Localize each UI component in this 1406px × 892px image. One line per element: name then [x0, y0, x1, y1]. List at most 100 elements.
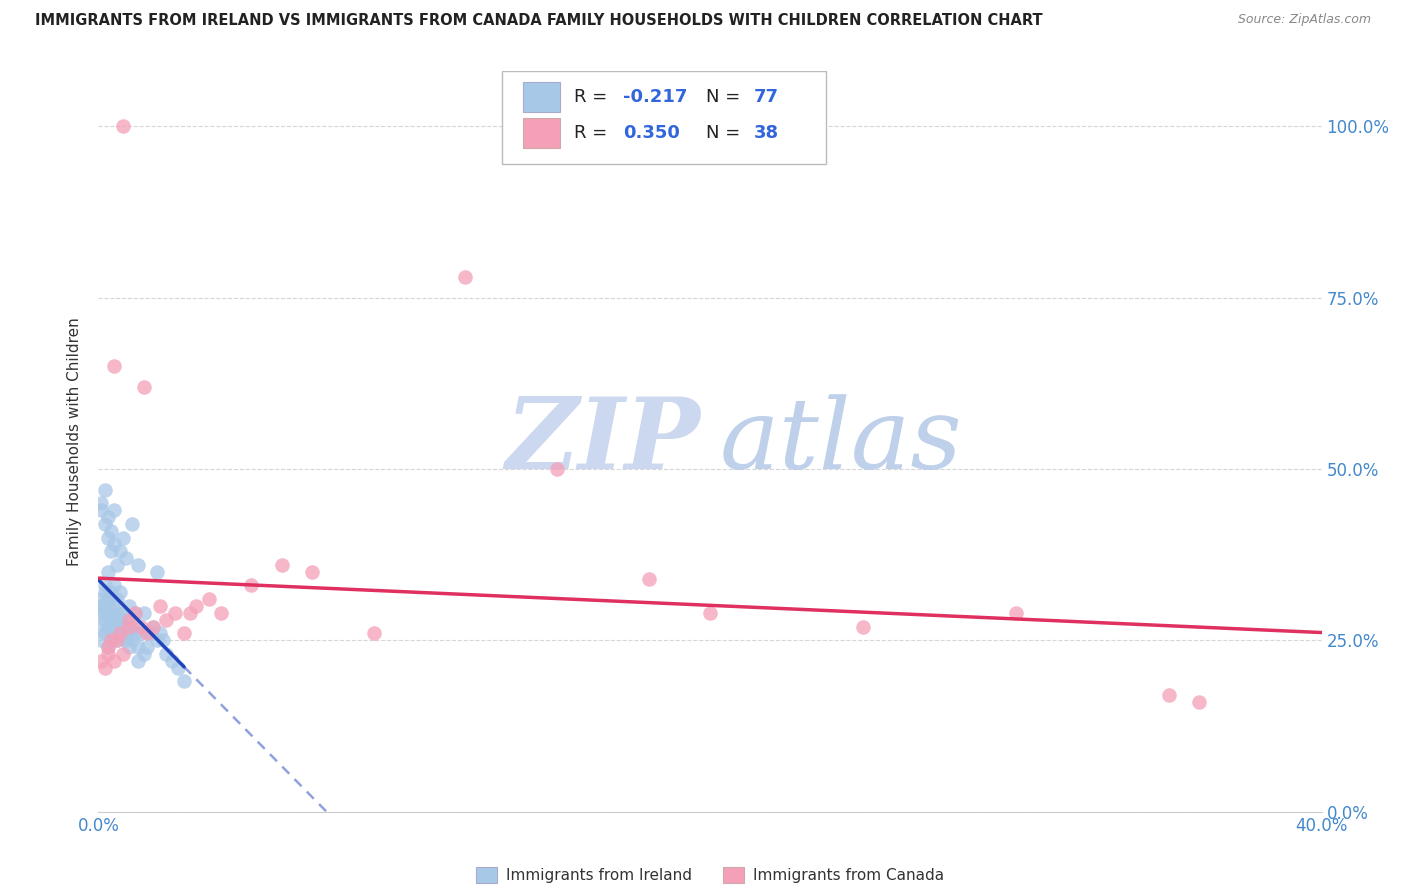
FancyBboxPatch shape: [502, 71, 827, 164]
Point: [93, 585, 115, 599]
Point: [93, 578, 115, 592]
Point: [121, 516, 143, 531]
Point: [97, 640, 120, 655]
Point: [90, 633, 112, 648]
Point: [118, 626, 141, 640]
Point: [97, 510, 120, 524]
Point: [108, 585, 131, 599]
Point: [100, 606, 122, 620]
Point: [155, 613, 177, 627]
Point: [105, 558, 128, 572]
Point: [115, 633, 138, 648]
Point: [100, 544, 122, 558]
Point: [1004, 606, 1026, 620]
Point: [111, 619, 134, 633]
Point: [111, 626, 134, 640]
Text: ZIP: ZIP: [505, 393, 700, 490]
Point: [160, 654, 183, 668]
Point: [149, 626, 172, 640]
Point: [454, 270, 477, 285]
Point: [97, 619, 120, 633]
Point: [301, 565, 323, 579]
Point: [129, 626, 152, 640]
Point: [93, 606, 115, 620]
Point: [97, 599, 120, 613]
Point: [121, 619, 143, 633]
Point: [699, 606, 721, 620]
Point: [124, 626, 146, 640]
Point: [142, 619, 165, 633]
Text: 77: 77: [754, 88, 779, 106]
Point: [103, 599, 125, 613]
Point: [105, 633, 128, 648]
Point: [105, 633, 128, 648]
Point: [145, 633, 167, 648]
Point: [637, 572, 661, 586]
Point: [167, 661, 190, 675]
Point: [103, 359, 125, 373]
Point: [118, 619, 141, 633]
Point: [100, 633, 122, 648]
Text: atlas: atlas: [720, 394, 963, 489]
Point: [136, 626, 159, 640]
Point: [111, 647, 134, 661]
Point: [97, 531, 120, 545]
Point: [127, 558, 149, 572]
Point: [124, 606, 146, 620]
Point: [363, 626, 385, 640]
Point: [90, 599, 112, 613]
Point: [121, 633, 143, 648]
Point: [90, 606, 112, 620]
Point: [108, 626, 131, 640]
Point: [90, 619, 112, 633]
Point: [129, 619, 152, 633]
Point: [100, 626, 122, 640]
Text: 38: 38: [754, 124, 779, 142]
Point: [90, 592, 112, 607]
Point: [105, 606, 128, 620]
Point: [173, 674, 195, 689]
Point: [134, 647, 156, 661]
Point: [100, 524, 122, 538]
Point: [127, 640, 149, 655]
Point: [179, 606, 201, 620]
Point: [103, 503, 125, 517]
Point: [142, 619, 165, 633]
Point: [97, 647, 120, 661]
Point: [108, 613, 131, 627]
Point: [90, 496, 112, 510]
Text: -0.217: -0.217: [623, 88, 688, 106]
Point: [93, 483, 115, 497]
Point: [134, 606, 156, 620]
Point: [270, 558, 292, 572]
Point: [97, 565, 120, 579]
Point: [173, 626, 195, 640]
Point: [852, 619, 875, 633]
Point: [136, 640, 159, 655]
Point: [124, 606, 146, 620]
Point: [108, 544, 131, 558]
Point: [115, 613, 138, 627]
Y-axis label: Family Households with Children: Family Households with Children: [67, 318, 83, 566]
Point: [93, 599, 115, 613]
Point: [240, 578, 263, 592]
FancyBboxPatch shape: [523, 82, 560, 112]
Point: [103, 613, 125, 627]
Point: [209, 606, 232, 620]
Point: [118, 599, 141, 613]
Point: [100, 613, 122, 627]
Text: N =: N =: [706, 124, 747, 142]
Point: [186, 599, 208, 613]
Point: [93, 613, 115, 627]
FancyBboxPatch shape: [523, 118, 560, 147]
Point: [108, 626, 131, 640]
Point: [111, 606, 134, 620]
Point: [100, 633, 122, 648]
Point: [139, 626, 162, 640]
Point: [152, 633, 174, 648]
Point: [1157, 688, 1180, 702]
Point: [115, 551, 138, 566]
Point: [97, 606, 120, 620]
Text: R =: R =: [574, 88, 613, 106]
Point: [1188, 695, 1211, 709]
